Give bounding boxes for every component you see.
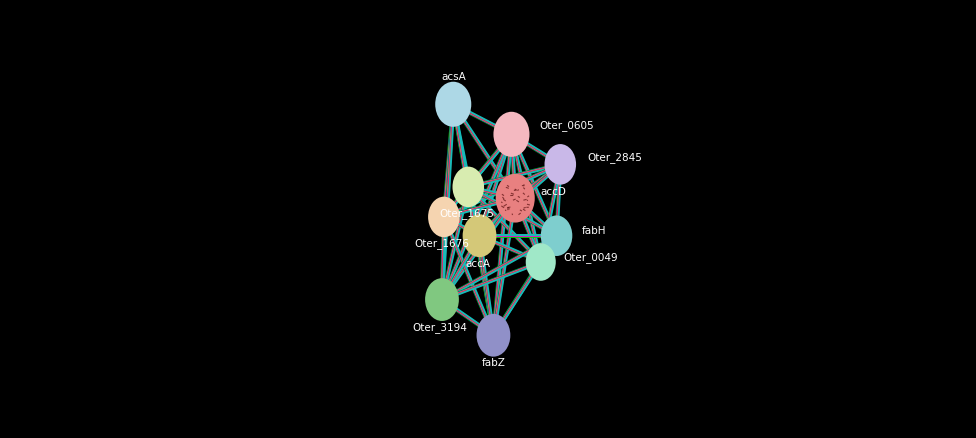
Text: fabH: fabH [582, 226, 606, 236]
Ellipse shape [435, 82, 471, 127]
Ellipse shape [428, 197, 460, 238]
Ellipse shape [496, 174, 535, 223]
Text: Oter_3194: Oter_3194 [413, 321, 468, 332]
Ellipse shape [453, 167, 484, 208]
Text: acsA: acsA [441, 72, 466, 82]
Ellipse shape [494, 113, 530, 158]
Text: fabZ: fabZ [481, 357, 506, 367]
Ellipse shape [463, 215, 497, 258]
Ellipse shape [541, 216, 572, 256]
Text: Oter_2845: Oter_2845 [588, 152, 642, 163]
Ellipse shape [476, 314, 510, 357]
Ellipse shape [526, 244, 555, 281]
Ellipse shape [545, 145, 576, 185]
Text: Oter_1675: Oter_1675 [439, 208, 494, 219]
Text: Oter_0049: Oter_0049 [563, 251, 618, 262]
Text: Oter_0605: Oter_0605 [540, 120, 594, 131]
Ellipse shape [426, 279, 459, 321]
Text: accA: accA [466, 258, 490, 268]
Text: accD: accD [541, 186, 567, 196]
Text: Oter_1676: Oter_1676 [415, 237, 469, 248]
